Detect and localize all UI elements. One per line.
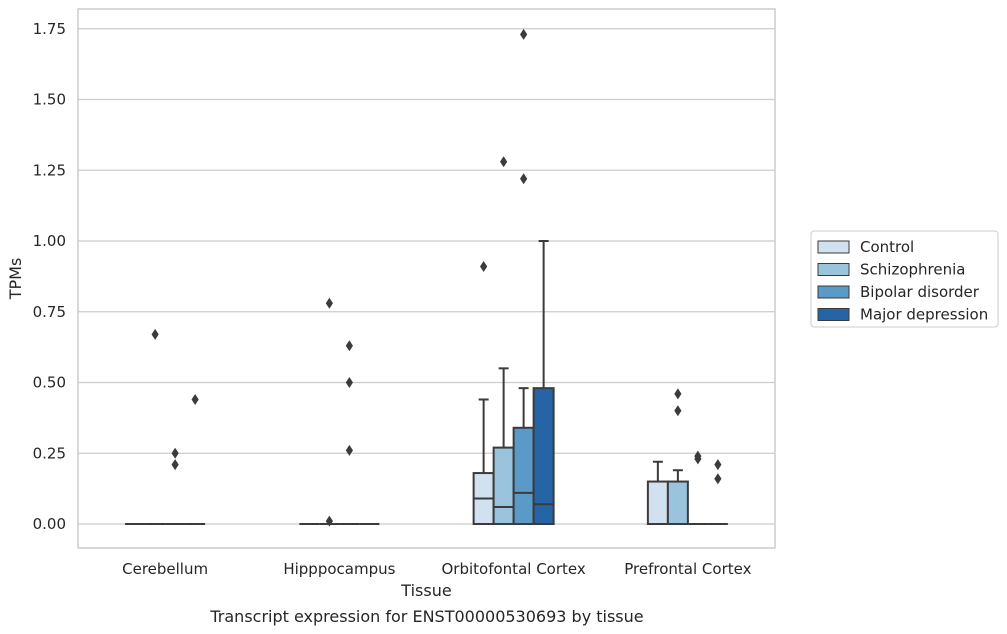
outlier-point (345, 340, 353, 352)
boxplots (125, 28, 728, 527)
y-tick-label: 0.50 (33, 374, 66, 392)
y-axis-ticks: 0.00 0.25 0.50 0.75 1.00 1.25 1.50 1.75 (33, 20, 66, 533)
outlier-point (345, 377, 353, 388)
legend-swatch (817, 240, 850, 254)
legend-swatch (817, 263, 850, 276)
legend-label: Major depression (860, 306, 988, 324)
box-schizophrenia (145, 328, 166, 525)
legend-label: Bipolar disorder (860, 283, 980, 301)
x-axis-ticks: Cerebellum Hipppocampus Orbitofontal Corte… (122, 560, 751, 578)
box-bipolar-disorder (512, 28, 535, 525)
x-tick-label: Hipppocampus (283, 560, 395, 578)
box-major-depression (707, 459, 728, 525)
outlier-point (345, 444, 353, 456)
outlier-point (171, 459, 179, 471)
box-control (646, 460, 669, 525)
box-schizophrenia (666, 388, 689, 525)
outlier-point (171, 447, 179, 459)
grid-lines (78, 28, 775, 525)
x-tick-label: Orbitofontal Cortex (442, 560, 586, 578)
x-tick-label: Cerebellum (122, 560, 208, 578)
legend-label: Control (860, 238, 914, 256)
box-body (512, 426, 535, 525)
box-major-depression (532, 240, 555, 525)
outlier-point (674, 388, 682, 400)
y-tick-label: 0.75 (33, 303, 66, 321)
outlier-point (151, 328, 159, 340)
box-major-depression (185, 393, 206, 525)
y-tick-label: 0.25 (33, 444, 66, 462)
y-tick-label: 1.50 (33, 91, 66, 109)
box-body (666, 480, 689, 525)
legend-label: Schizophrenia (860, 261, 965, 279)
outlier-point (694, 453, 702, 465)
box-control (472, 260, 495, 525)
y-tick-label: 1.75 (33, 20, 66, 38)
box-schizophrenia (319, 297, 340, 527)
chart-caption: Transcript expression for ENST0000053069… (209, 607, 643, 626)
outlier-point (500, 156, 508, 168)
box-bipolar-disorder (165, 447, 186, 525)
box-schizophrenia (492, 156, 515, 525)
x-tick-label: Prefrontal Cortex (624, 560, 751, 578)
y-tick-label: 0.00 (33, 515, 66, 533)
outlier-point (674, 405, 682, 417)
outlier-point (191, 393, 199, 405)
legend-swatch (817, 308, 850, 321)
x-axis-title: Tissue (400, 581, 451, 600)
box-bipolar-disorder (339, 340, 360, 525)
legend-swatch (817, 285, 850, 299)
y-axis-title: TPMs (6, 258, 25, 301)
legend-frame (810, 230, 999, 328)
y-tick-label: 1.00 (33, 232, 66, 250)
y-tick-label: 1.25 (33, 161, 66, 179)
legend: Control Schizophrenia Bipolar disorder Majo… (810, 230, 999, 328)
outlier-point (325, 515, 333, 527)
box-bipolar-disorder (687, 450, 708, 525)
outlier-point (520, 173, 528, 185)
outlier-point (325, 297, 333, 309)
box-body (532, 387, 555, 525)
outlier-point (520, 28, 528, 40)
box-body (492, 446, 515, 525)
box-body (646, 480, 669, 525)
outlier-point (714, 473, 722, 485)
plot-frame (77, 8, 776, 549)
outlier-point (714, 459, 722, 471)
outlier-point (480, 260, 488, 272)
